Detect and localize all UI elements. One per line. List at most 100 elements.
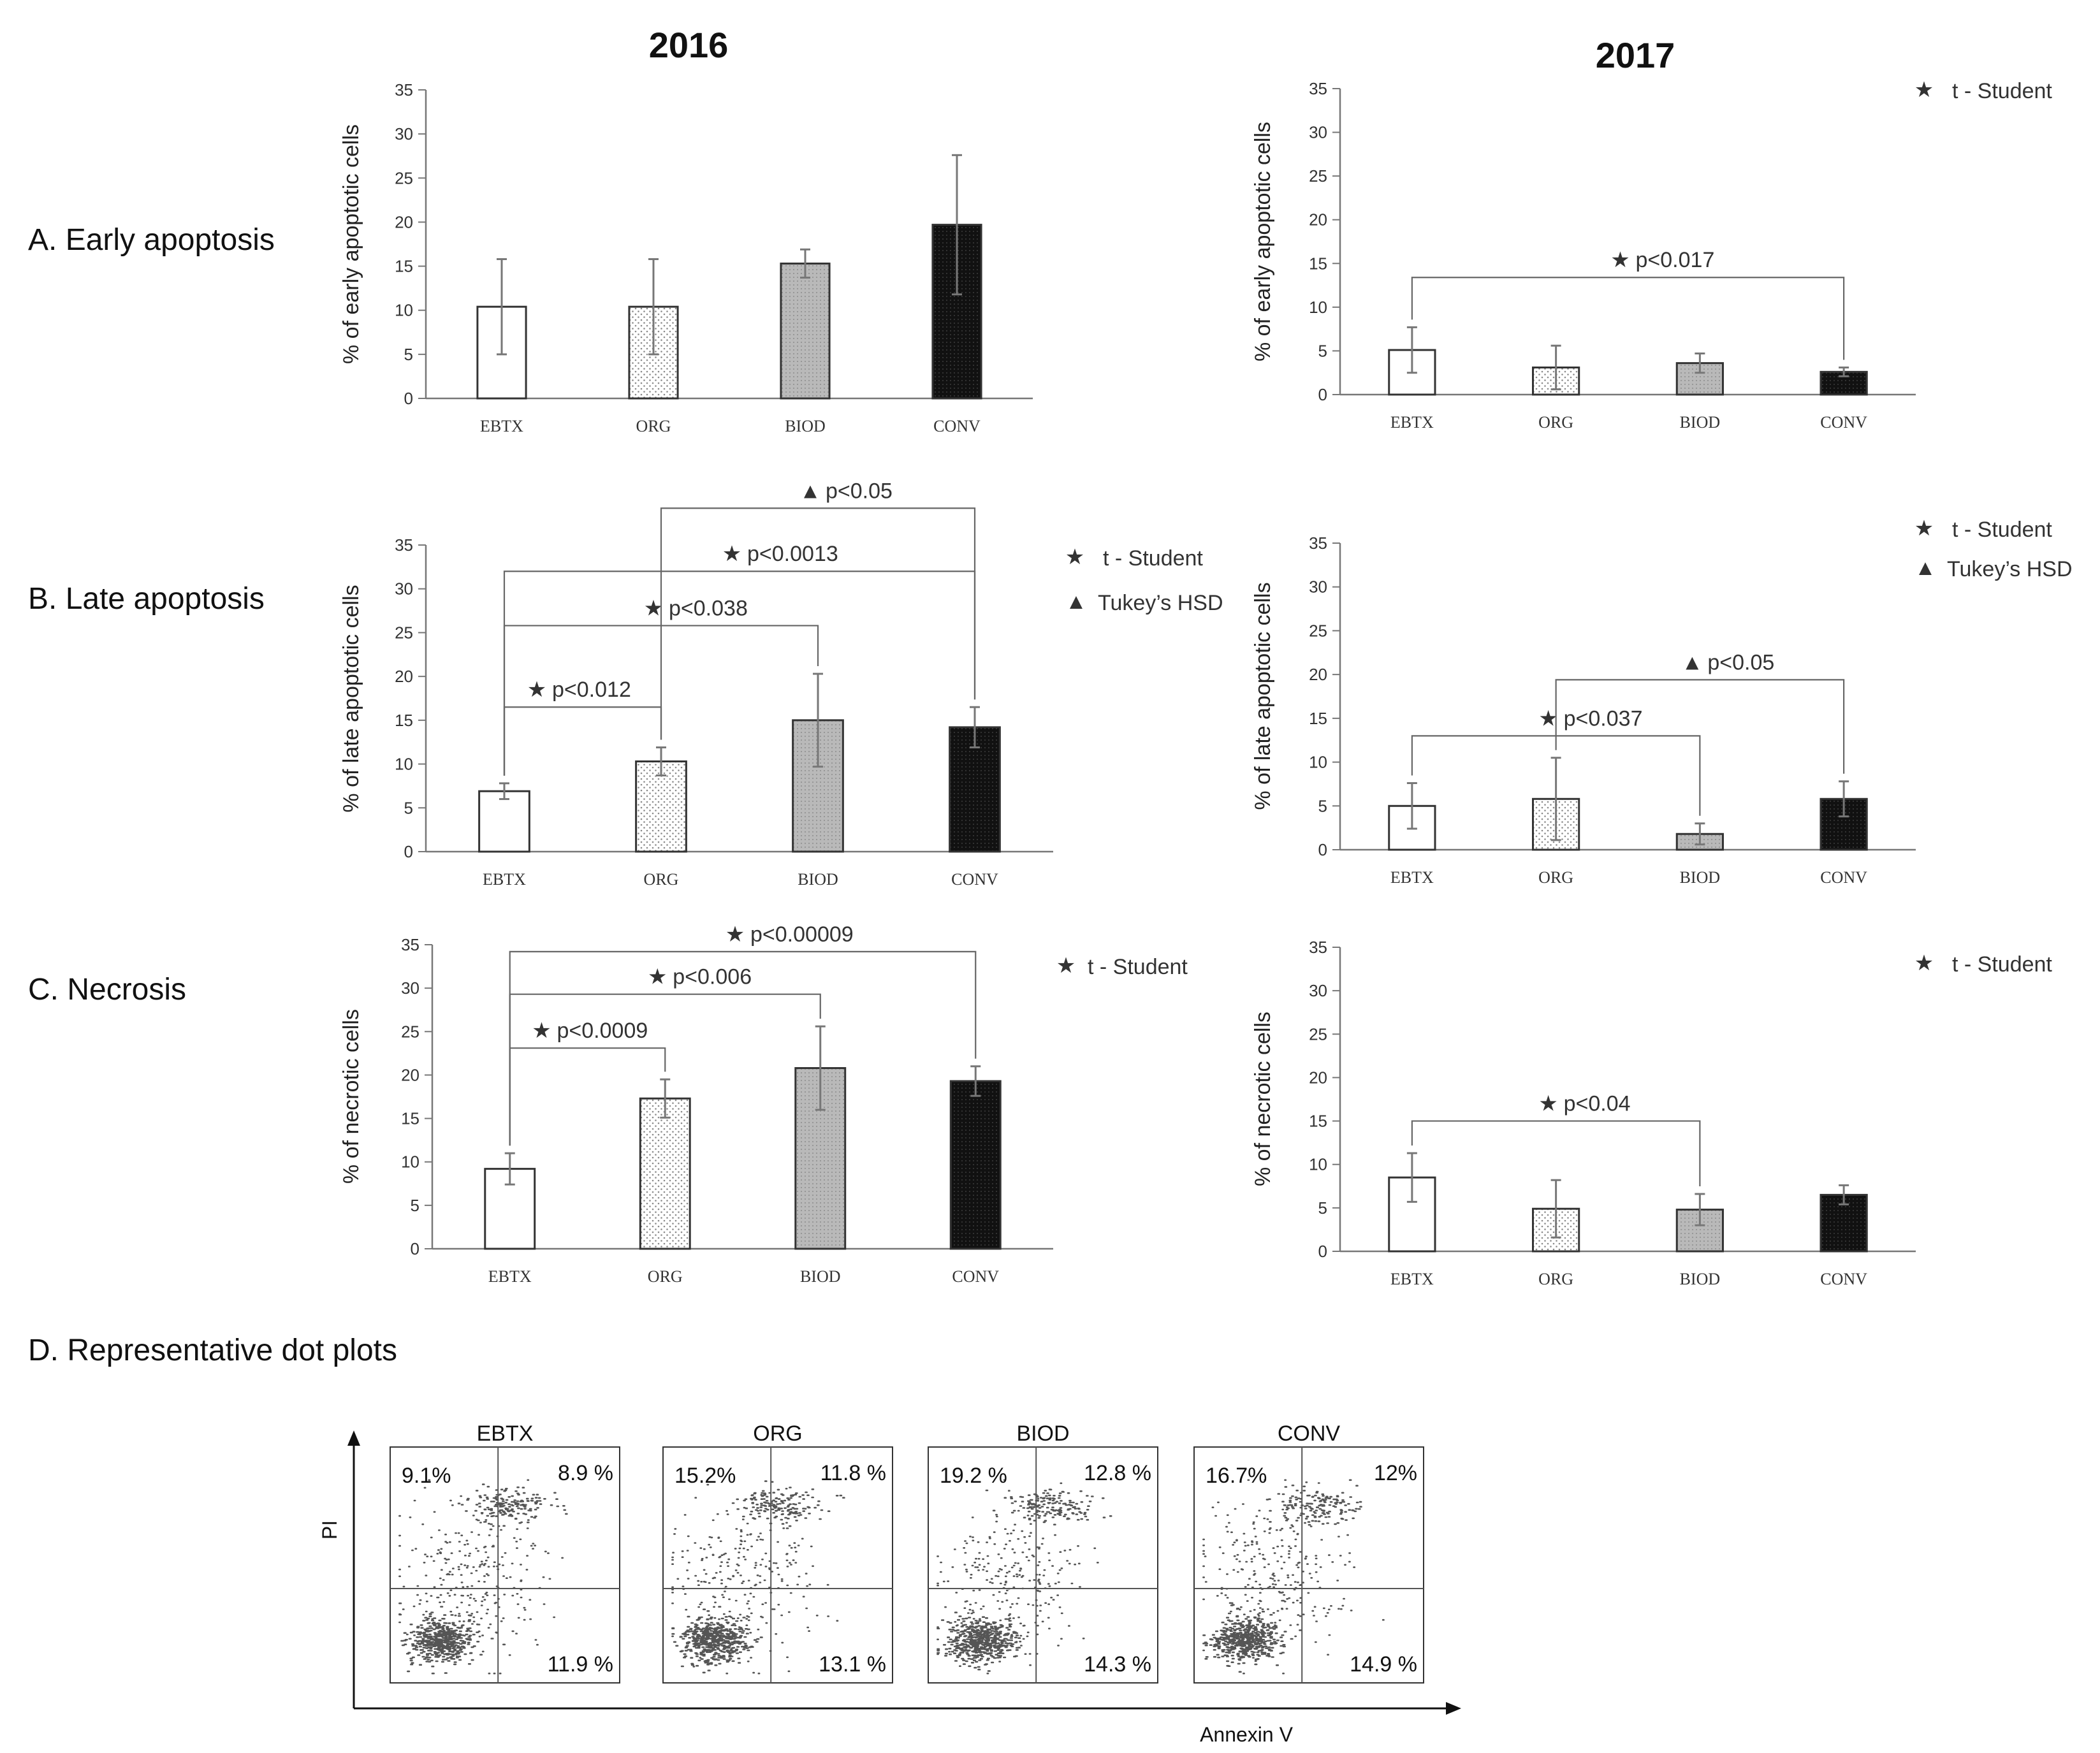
- significance-bracket: [1555, 679, 1845, 774]
- quadrant-lower-right-value: 14.9 %: [1350, 1652, 1417, 1677]
- category-label: ORG: [636, 417, 671, 435]
- y-axis-title: % of early apoptotic cells: [1251, 122, 1275, 361]
- quadrant-lower-right-value: 14.3 %: [1084, 1652, 1151, 1677]
- chart-necrosis-2016: 0 5 10 15 20 25 30 35 % of necrotic cells EBTX ORG…: [339, 922, 1053, 1286]
- significance-bracket: [509, 950, 977, 1146]
- p-value-label: p˂0.00009: [750, 922, 854, 947]
- legend-t-student: t - Student: [1952, 952, 2052, 977]
- category-label: ORG: [648, 1267, 683, 1286]
- dot-plot-ebtx: EBTX 9.1% 8.9 % 11.9 %: [390, 1422, 620, 1684]
- y-tick-label: 15: [1309, 254, 1327, 273]
- y-tick-label: 30: [1309, 578, 1327, 597]
- row-label-necrosis: C. Necrosis: [28, 973, 186, 1007]
- legend-t-student: t - Student: [1088, 955, 1188, 979]
- triangle-icon: ▲: [1065, 590, 1087, 614]
- dot-cloud: [671, 1480, 845, 1675]
- category-label: BIOD: [1680, 1270, 1721, 1288]
- y-tick-label: 10: [1309, 753, 1327, 772]
- quadrant-upper-right-value: 12%: [1374, 1461, 1417, 1485]
- p-value-label: p˂0.0013: [747, 542, 838, 566]
- dot-plot-conv: CONV 16.7% 12% 14.9 %: [1193, 1422, 1424, 1684]
- y-tick-label: 30: [395, 124, 413, 143]
- dot-plot-title: EBTX: [477, 1422, 534, 1446]
- p-value-label: p˂0.037: [1564, 706, 1643, 731]
- y-tick-label: 15: [1309, 1112, 1327, 1131]
- category-label: BIOD: [785, 417, 826, 435]
- y-tick-label: 5: [404, 798, 413, 817]
- legend-t-student: t - Student: [1952, 79, 2052, 103]
- y-tick-label: 20: [1309, 1068, 1327, 1087]
- y-tick-label: 5: [411, 1196, 419, 1215]
- y-tick-label: 0: [1318, 1242, 1327, 1261]
- dot-plot-title: ORG: [753, 1422, 802, 1446]
- triangle-icon: ▲: [1682, 650, 1703, 674]
- quadrant-upper-left-value: 19.2 %: [940, 1464, 1007, 1488]
- p-value-label: p˂0.04: [1564, 1092, 1631, 1116]
- y-tick-label: 10: [395, 301, 413, 320]
- category-label: ORG: [1538, 868, 1573, 887]
- star-icon: ★: [532, 1019, 551, 1043]
- dot-cloud: [398, 1479, 568, 1675]
- y-tick-label: 35: [1309, 79, 1327, 98]
- bar-conv: [1819, 797, 1868, 851]
- quadrant-upper-left-value: 15.2%: [674, 1464, 736, 1488]
- y-tick-label: 15: [395, 711, 413, 730]
- star-icon: ★: [1538, 706, 1557, 731]
- star-icon: ★: [644, 596, 663, 620]
- category-label: EBTX: [1390, 1270, 1434, 1288]
- y-tick-label: 30: [1309, 123, 1327, 142]
- dot-plot-title: CONV: [1278, 1422, 1341, 1446]
- star-icon: ★: [726, 922, 745, 947]
- y-tick-label: 30: [395, 579, 413, 599]
- y-tick-label: 35: [1309, 938, 1327, 957]
- bar-conv: [949, 1080, 1002, 1250]
- chart-late-apoptosis-2016: 0 5 10 15 20 25 30 35 % of late apoptotic cells E…: [339, 479, 1053, 889]
- p-value-label: p˂0.038: [669, 596, 748, 620]
- legend-t-student: t - Student: [1103, 546, 1203, 571]
- y-tick-label: 20: [395, 667, 413, 686]
- y-tick-label: 5: [1318, 1198, 1327, 1218]
- triangle-icon: ▲: [1914, 556, 1936, 580]
- y-tick-label: 15: [1309, 709, 1327, 728]
- p-value-label: p˂0.0009: [557, 1019, 648, 1043]
- chart-necrosis-2017: 0 5 10 15 20 25 30 35 % of necrotic cells EBTX ORG…: [1251, 938, 1916, 1288]
- category-label: CONV: [1820, 413, 1867, 432]
- y-axis-title: % of necrotic cells: [1251, 1012, 1275, 1186]
- arrow-up-icon: [347, 1430, 360, 1446]
- y-tick-label: 10: [1309, 298, 1327, 317]
- category-label: BIOD: [1680, 413, 1721, 432]
- category-label: ORG: [644, 870, 679, 889]
- p-value-label: p˂0.05: [1707, 650, 1774, 674]
- star-icon: ★: [648, 965, 667, 989]
- star-icon: ★: [1914, 516, 1934, 541]
- chart-early-apoptosis-2017: 0 5 10 15 20 25 30 35 % of early apoptotic cells…: [1251, 79, 1916, 432]
- dot-plot-axes: PI Annexin V: [318, 1430, 1461, 1746]
- category-label: BIOD: [1680, 868, 1721, 887]
- p-value-label: p˂0.017: [1636, 248, 1715, 272]
- star-icon: ★: [1538, 1092, 1557, 1116]
- y-tick-label: 35: [395, 535, 413, 555]
- triangle-icon: ▲: [799, 479, 821, 503]
- y-tick-label: 35: [1309, 534, 1327, 553]
- significance-bracket: [1411, 277, 1845, 360]
- y-tick-label: 25: [1309, 166, 1327, 185]
- year-2017-title: 2017: [1596, 35, 1675, 75]
- chart-late-apoptosis-2017: 0 5 10 15 20 25 30 35 % of late apoptotic cells E…: [1251, 534, 1916, 887]
- significance-bracket: [1411, 1120, 1701, 1187]
- y-tick-label: 30: [1309, 981, 1327, 1000]
- y-tick-label: 0: [404, 842, 413, 861]
- legend-tukey: Tukey’s HSD: [1098, 591, 1223, 615]
- category-label: EBTX: [1390, 413, 1434, 432]
- bar-org: [635, 760, 687, 853]
- annexin-axis-label: Annexin V: [1200, 1723, 1294, 1746]
- star-icon: ★: [527, 678, 546, 702]
- y-tick-label: 15: [395, 257, 413, 276]
- category-label: CONV: [952, 1267, 999, 1286]
- y-tick-label: 10: [1309, 1155, 1327, 1174]
- category-label: BIOD: [798, 870, 838, 889]
- star-icon: ★: [1056, 954, 1076, 978]
- p-value-label: p˂0.05: [826, 479, 893, 503]
- dot-plot-org: ORG 15.2% 11.8 % 13.1 %: [662, 1422, 893, 1684]
- y-tick-label: 20: [401, 1065, 419, 1084]
- y-tick-label: 20: [395, 212, 413, 231]
